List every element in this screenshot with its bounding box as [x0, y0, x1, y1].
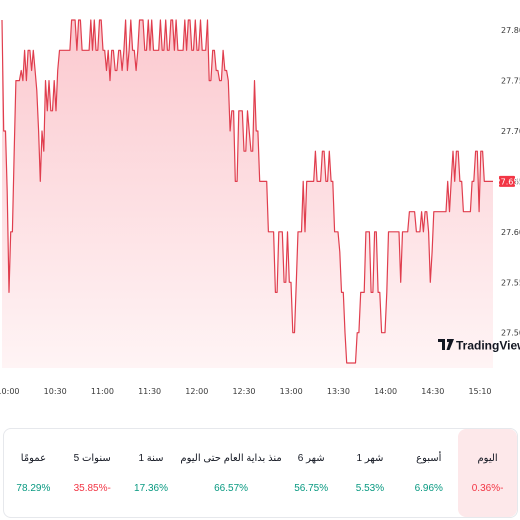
period-change-value: 78.29%	[16, 482, 51, 494]
last-price-label: 27.65	[496, 177, 519, 186]
x-tick-label: 12:30	[232, 387, 255, 396]
period-label: 1 سنة	[138, 452, 164, 464]
performance-period-0[interactable]: اليوم 0.36%-	[458, 429, 517, 517]
x-tick-label: 11:00	[91, 387, 114, 396]
period-label: منذ بداية العام حتى اليوم	[180, 452, 282, 464]
y-tick-label: 27.60	[501, 228, 520, 237]
period-change-value: 6.96%	[414, 482, 443, 494]
tradingview-logo-icon	[438, 339, 454, 350]
performance-period-4[interactable]: منذ بداية العام حتى اليوم 66.57%	[180, 429, 281, 517]
performance-period-2[interactable]: 1 شهر 5.53%	[341, 429, 400, 517]
period-label: 5 سنوات	[73, 452, 111, 464]
y-tick-label: 27.80	[501, 26, 520, 35]
x-tick-label: 10:00	[0, 387, 20, 396]
x-axis: 10:00 10:30 11:00 11:30 12:00 12:30 13:00 13:30…	[0, 387, 492, 396]
x-tick-label: 14:00	[374, 387, 397, 396]
period-change-value: 35.85%-	[73, 482, 111, 494]
period-label: 6 شهر	[297, 452, 325, 464]
price-line	[1, 19, 493, 364]
period-change-value: 0.36%-	[471, 482, 504, 494]
price-area-fill	[2, 20, 493, 368]
x-tick-label: 13:00	[280, 387, 303, 396]
tradingview-watermark: TradingView	[438, 339, 520, 353]
period-change-value: 56.75%	[294, 482, 329, 494]
period-label: اليوم	[477, 452, 498, 464]
period-label: 1 شهر	[356, 452, 384, 464]
performance-period-5[interactable]: 1 سنة 17.36%	[122, 429, 181, 517]
performance-period-6[interactable]: 5 سنوات 35.85%-	[63, 429, 122, 517]
price-chart[interactable]: 27.80 27.75 27.70 27.65 27.60 27.55 27.50 10:0…	[0, 0, 520, 400]
period-change-value: 66.57%	[214, 482, 249, 494]
x-tick-label: 12:00	[185, 387, 208, 396]
y-tick-label: 27.70	[501, 127, 520, 136]
performance-period-7[interactable]: عمومًا 78.29%	[4, 429, 63, 517]
performance-period-3[interactable]: 6 شهر 56.75%	[282, 429, 341, 517]
x-tick-label: 10:30	[44, 387, 67, 396]
x-tick-label: 11:30	[138, 387, 161, 396]
period-change-value: 5.53%	[355, 482, 385, 494]
period-change-value: 17.36%	[134, 482, 168, 494]
last-price-tag: 27.65	[496, 175, 519, 187]
x-tick-label: 14:30	[421, 387, 444, 396]
performance-strip: اليوم 0.36%- أسبوع 6.96% 1 شهر 5.53% 6 شهر 56.7…	[3, 428, 518, 518]
x-tick-label: 15:10	[468, 387, 491, 396]
y-tick-label: 27.75	[501, 77, 520, 86]
watermark-brand: TradingView	[456, 339, 520, 353]
y-tick-label: 27.55	[501, 278, 520, 287]
period-label: عمومًا	[20, 452, 47, 464]
x-tick-label: 13:30	[327, 387, 350, 396]
period-label: أسبوع	[416, 452, 442, 464]
performance-period-1[interactable]: أسبوع 6.96%	[399, 429, 458, 517]
y-tick-label: 27.50	[501, 329, 520, 338]
